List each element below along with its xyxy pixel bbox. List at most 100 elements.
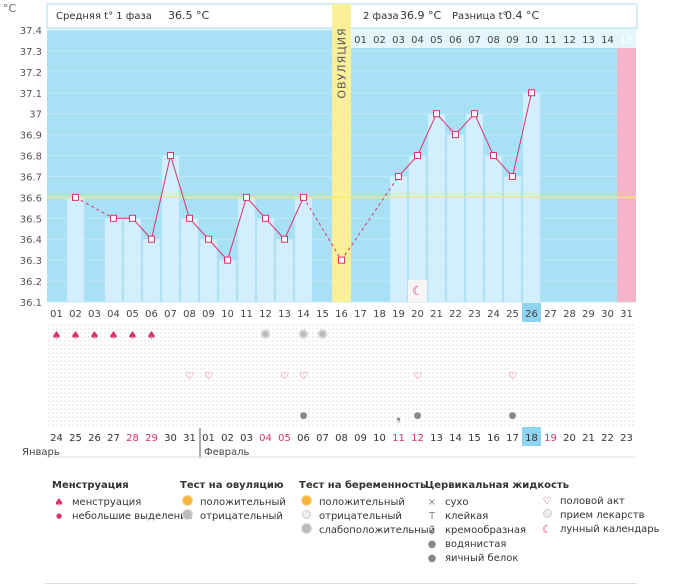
cycle-day-label: 19: [392, 309, 405, 320]
y-tick-label: 37.2: [20, 68, 42, 79]
date-label: 09: [354, 433, 367, 444]
temperature-point: [243, 193, 250, 201]
date-label: 15: [468, 433, 481, 444]
luteal-day-label: 01: [354, 35, 367, 46]
temperature-point: [528, 89, 535, 97]
legend-cervical-title: Цервикальная жидкость: [425, 480, 570, 491]
ovulation-test-negative-icon: [298, 329, 309, 339]
cycle-day-label: 10: [221, 309, 234, 320]
y-tick-label: 36.6: [20, 193, 42, 204]
temperature-point: [281, 235, 288, 243]
ovulation-test-positive-icon: [182, 496, 192, 505]
legend-item: отрицательный: [319, 510, 402, 522]
intercourse-icon: ♡: [413, 371, 422, 382]
watery-icon: ●: [427, 538, 437, 550]
intercourse-icon: ♡: [542, 495, 552, 507]
cycle-day-label: 21: [430, 309, 443, 320]
menstruation-icon: ♠: [90, 329, 100, 342]
luteal-day-label: 06: [449, 35, 462, 46]
next-period-band: [617, 30, 636, 302]
cycle-day-label: 22: [449, 309, 462, 320]
legend-menstruation: Менструация ♠ менструация ● небольшие выде…: [52, 480, 193, 523]
intercourse-icon: ♡: [204, 371, 213, 382]
luteal-day-label: 10: [525, 35, 538, 46]
y-tick-label: 36.1: [20, 298, 42, 309]
date-label: 14: [449, 433, 462, 444]
date-label: 30: [164, 433, 177, 444]
temperature-bar: [142, 238, 161, 303]
temperature-line-segment: [512, 92, 532, 177]
date-label: 02: [221, 433, 234, 444]
temperature-point: [110, 214, 117, 222]
temperature-bar: [123, 218, 142, 303]
moon-icon: ☾: [542, 522, 552, 536]
date-label: 25: [69, 433, 82, 444]
medication-icon: [542, 509, 552, 518]
temperature-point: [433, 110, 440, 118]
y-tick-label: 36.7: [20, 172, 42, 183]
menstruation-icon: ♠: [54, 495, 64, 509]
temperature-point: [262, 214, 269, 222]
legend-item: водянистая: [445, 538, 507, 550]
temperature-line-segment: [170, 155, 190, 219]
cycle-day-label: 30: [601, 309, 614, 320]
temperature-bar: [446, 134, 465, 303]
y-tick-label: 37.1: [20, 89, 42, 100]
temperature-line-segment: [417, 113, 437, 156]
legend-item: сухо: [445, 496, 469, 508]
intercourse-icon: ♡: [299, 371, 308, 382]
moon-cell: [408, 280, 427, 302]
date-label: 18: [525, 433, 538, 444]
date-label: 23: [620, 433, 633, 444]
legend-item: яичный белок: [445, 552, 519, 564]
temperature-line-segment: [303, 197, 342, 261]
phase1-avg-label: Средняя t° 1 фаза: [56, 11, 152, 22]
temperature-bar: [218, 259, 237, 303]
legend-item: лунный календарь: [560, 523, 660, 535]
cycle-day-label: 15: [316, 309, 329, 320]
y-tick-label: 36.3: [20, 256, 42, 267]
date-label: 06: [297, 433, 310, 444]
sticky-icon: T: [428, 510, 436, 522]
cycle-day-label: 13: [278, 309, 291, 320]
cycle-day-label: 28: [563, 309, 576, 320]
legend-pregnancy-test-title: Тест на беременность: [299, 480, 427, 491]
pregnancy-test-positive-icon: [301, 496, 311, 505]
cycle-day-label: 11: [240, 309, 253, 320]
temperature-bar: [294, 197, 313, 303]
intercourse-icon: ♡: [508, 371, 517, 382]
date-label: 11: [392, 433, 405, 444]
ovulation-test-negative-icon: [182, 510, 192, 519]
bbt-chart: °C Средняя t° 1 фаза 36.5 °C 2 фаза 36.9…: [3, 2, 638, 458]
temperature-line-segment: [341, 176, 399, 261]
cycle-day-label: 01: [50, 309, 63, 320]
legend-item: менструация: [72, 496, 142, 508]
luteal-day-label: 15: [620, 35, 633, 46]
temperature-point: [205, 235, 212, 243]
cycle-day-label: 20: [411, 309, 424, 320]
temperature-point: [452, 131, 459, 139]
y-tick-label: 37: [29, 110, 42, 121]
cycle-day-label: 23: [468, 309, 481, 320]
temperature-bar: [180, 218, 199, 303]
temperature-bar: [104, 218, 123, 303]
phase2-avg-label: 2 фаза: [363, 11, 399, 22]
cycle-day-label: 05: [126, 309, 139, 320]
month-label: Январь: [22, 447, 60, 458]
date-label: 17: [506, 433, 519, 444]
temperature-point: [509, 172, 516, 180]
temperature-bar: [427, 113, 446, 303]
cycle-day-label: 14: [297, 309, 310, 320]
temperature-bar: [389, 176, 408, 303]
date-label: 16: [487, 433, 500, 444]
legend-item: прием лекарств: [560, 509, 645, 521]
dry-icon: ×: [427, 496, 437, 508]
temperature-bar: [275, 238, 294, 303]
temperature-line-segment: [474, 113, 494, 156]
luteal-day-label: 05: [430, 35, 443, 46]
legend-menstruation-title: Менструация: [52, 480, 129, 491]
luteal-day-label: 07: [468, 35, 481, 46]
date-label: 22: [601, 433, 614, 444]
date-label: 03: [240, 433, 253, 444]
